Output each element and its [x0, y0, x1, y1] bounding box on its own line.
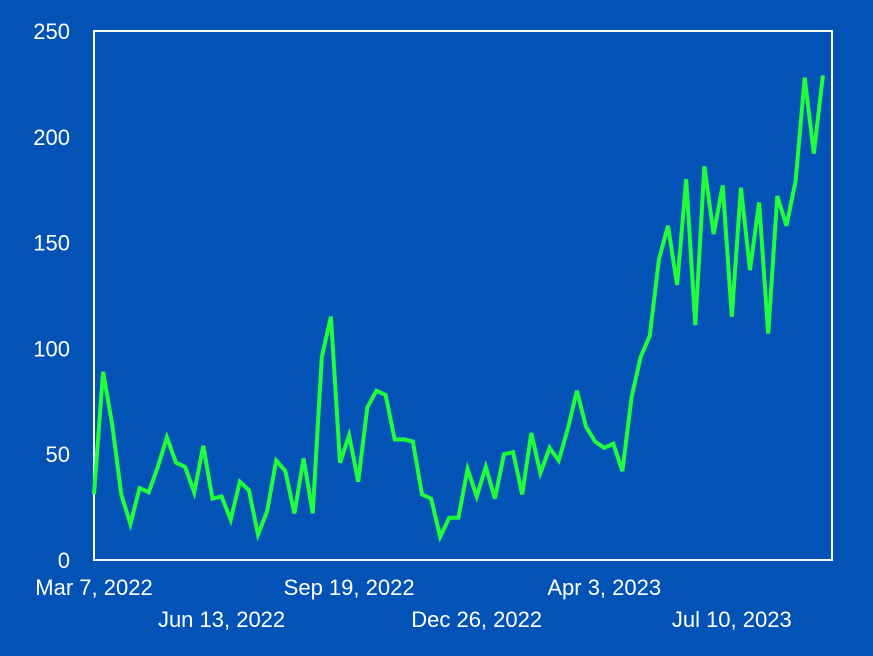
- y-tick-label: 150: [33, 231, 70, 256]
- x-tick-label: Jun 13, 2022: [158, 607, 285, 632]
- x-tick-label: Apr 3, 2023: [547, 575, 661, 600]
- y-tick-label: 250: [33, 19, 70, 44]
- x-tick-label: Jul 10, 2023: [672, 607, 792, 632]
- y-tick-label: 0: [58, 548, 70, 573]
- y-tick-label: 200: [33, 125, 70, 150]
- y-tick-label: 100: [33, 336, 70, 361]
- x-tick-label: Mar 7, 2022: [35, 575, 152, 600]
- x-tick-label: Sep 19, 2022: [284, 575, 415, 600]
- x-tick-label: Dec 26, 2022: [411, 607, 542, 632]
- plot-frame: [93, 30, 833, 561]
- y-tick-label: 50: [46, 442, 70, 467]
- plot-area: [92, 30, 833, 561]
- series-line-1: [92, 75, 825, 543]
- y-axis-tick-labels: 0 50 100 150 200 250: [33, 19, 70, 573]
